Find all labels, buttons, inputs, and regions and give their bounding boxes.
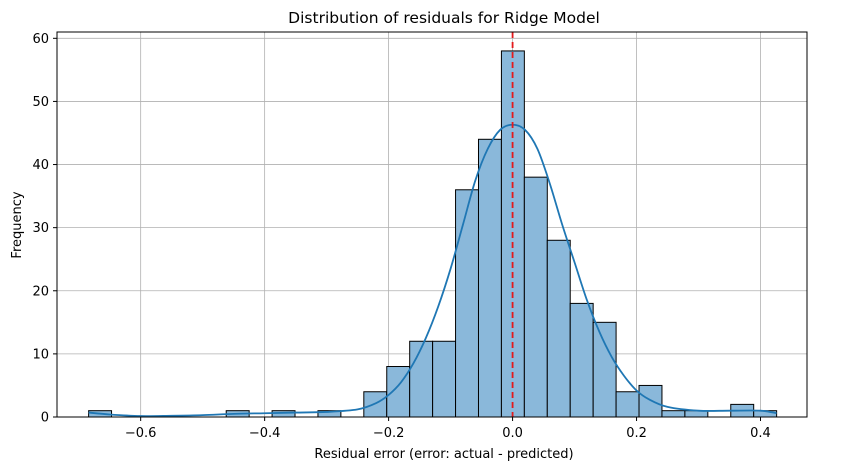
histogram-bar (477, 138, 502, 418)
histogram-bar (409, 340, 434, 418)
x-tick-label: −0.6 (125, 426, 157, 441)
y-tick-label: 30 (32, 221, 49, 236)
y-tick-label: 20 (32, 284, 49, 299)
histogram-bar (661, 410, 686, 418)
x-tick-label: 0.0 (502, 426, 523, 441)
kde-line (88, 123, 777, 418)
y-tick-label: 50 (32, 95, 49, 110)
y-axis-ticks: 0 10 20 30 40 50 60 (32, 32, 57, 426)
x-axis-label: Residual error (error: actual - predicte… (314, 447, 573, 462)
histogram-bar (615, 391, 640, 418)
histogram-bar (432, 340, 457, 418)
x-tick-label: −0.2 (373, 426, 405, 441)
x-tick-label: 0.4 (750, 426, 771, 441)
histogram-bar (546, 239, 571, 418)
x-tick-label: 0.2 (626, 426, 647, 441)
histogram-bar (569, 302, 594, 418)
histogram-bar (638, 384, 663, 418)
histogram-bar (455, 189, 479, 418)
chart-title: Distribution of residuals for Ridge Mode… (288, 9, 600, 27)
y-tick-label: 10 (32, 347, 49, 362)
histogram-bar (523, 176, 548, 418)
y-tick-label: 0 (41, 411, 49, 426)
axes (56, 31, 808, 418)
histogram-bar (592, 321, 617, 418)
y-axis-label: Frequency (10, 191, 25, 258)
x-tick-label: −0.4 (249, 426, 281, 441)
x-axis-ticks: −0.6 −0.4 −0.2 0.0 0.2 0.4 (125, 417, 771, 441)
histogram-bars (88, 50, 778, 418)
grid (57, 32, 807, 418)
y-tick-label: 40 (32, 158, 49, 173)
kde-curve (88, 123, 777, 418)
y-tick-label: 60 (32, 32, 49, 47)
plot-frame (56, 31, 808, 418)
